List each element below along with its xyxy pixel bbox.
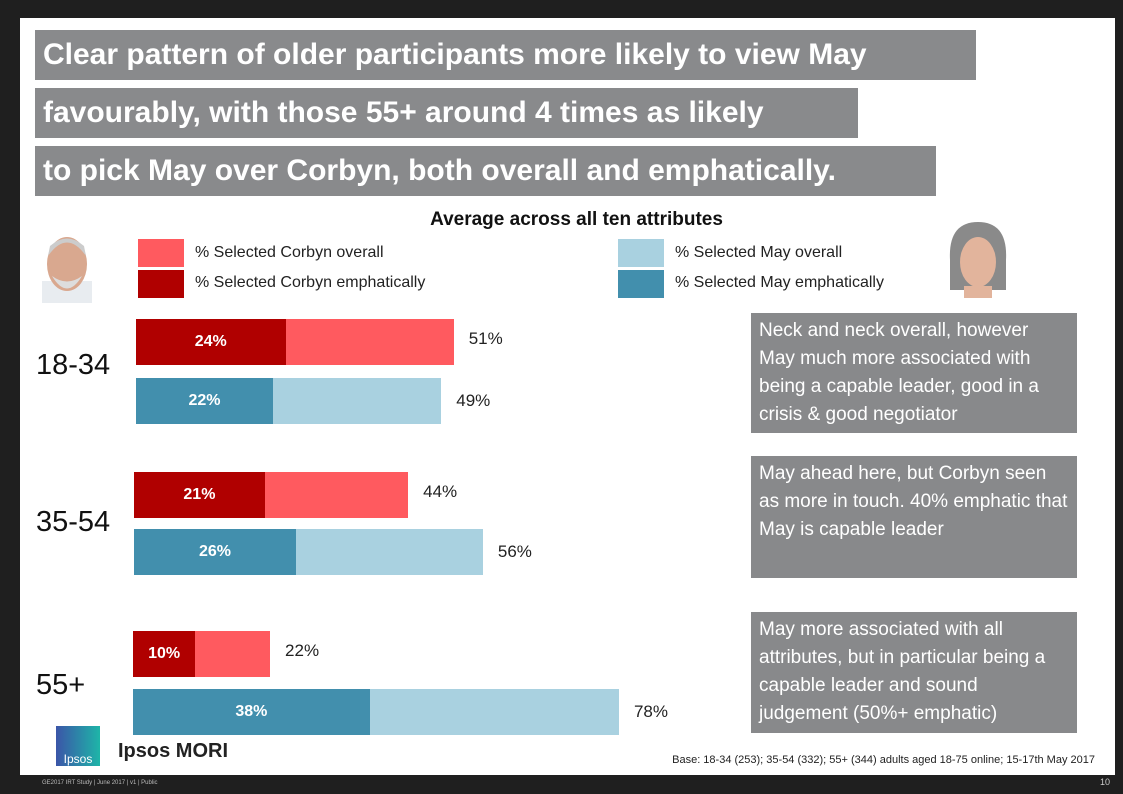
bar-corbyn-overall-1: 21% <box>134 472 409 518</box>
label-may-overall-1: 56% <box>497 542 532 561</box>
bar-may-emph-0: 22% <box>136 378 274 424</box>
legend-swatch-may-emph <box>618 270 664 298</box>
title-line-3: to pick May over Corbyn, both overall an… <box>35 146 936 196</box>
bar-may-emph-1: 26% <box>134 529 296 575</box>
label-may-overall-2: 78% <box>633 702 668 721</box>
legend-swatch-may-overall <box>618 239 664 267</box>
bar-may-emph-2: 38% <box>133 689 370 735</box>
bar-may-overall-1: 26% <box>134 529 483 575</box>
brand-name: Ipsos MORI <box>118 740 229 762</box>
title-line-2: favourably, with those 55+ around 4 time… <box>35 88 858 138</box>
label-corbyn-overall-0: 51% <box>468 329 503 348</box>
note-55plus: May more associated with all attributes,… <box>751 612 1077 733</box>
bar-corbyn-overall-2: 10% <box>133 631 271 677</box>
label-may-overall-0: 49% <box>456 391 491 410</box>
label-corbyn-overall-1: 44% <box>423 482 458 501</box>
note-35-54: May ahead here, but Corbyn seen as more … <box>751 456 1077 578</box>
page-number: 10 <box>1099 777 1110 787</box>
corbyn-photo <box>42 237 92 303</box>
bar-corbyn-emph-1: 21% <box>134 472 265 518</box>
may-photo <box>949 222 1007 298</box>
chart-title: Average across all ten attributes <box>430 209 723 230</box>
legend-may-overall: % Selected May overall <box>675 244 843 261</box>
footer-text: GE2017 IRT Study | June 2017 | v1 | Publ… <box>42 780 158 786</box>
note-18-34: Neck and neck overall, however May much … <box>751 313 1077 433</box>
bar-may-overall-0: 22% <box>136 378 442 424</box>
legend-swatch-corbyn-overall <box>138 239 184 267</box>
legend-may-emph: % Selected May emphatically <box>675 274 884 291</box>
bar-corbyn-overall-0: 24% <box>136 319 454 365</box>
bar-corbyn-emph-0: 24% <box>136 319 286 365</box>
age-label-55plus: 55+ <box>36 669 86 701</box>
ipsos-logo: Ipsos <box>56 726 100 766</box>
legend-corbyn-overall: % Selected Corbyn overall <box>195 244 384 261</box>
bar-corbyn-emph-2: 10% <box>133 631 196 677</box>
base-note: Base: 18-34 (253); 35-54 (332); 55+ (344… <box>672 754 1095 766</box>
bar-may-overall-2: 38% <box>133 689 619 735</box>
legend-swatch-corbyn-emph <box>138 270 184 298</box>
age-label-18-34: 18-34 <box>36 349 111 381</box>
logo-badge-text: Ipsos <box>63 752 93 766</box>
legend-corbyn-emph: % Selected Corbyn emphatically <box>195 274 426 291</box>
age-label-35-54: 35-54 <box>36 506 111 538</box>
title-line-1: Clear pattern of older participants more… <box>35 30 976 80</box>
label-corbyn-overall-2: 22% <box>285 641 320 660</box>
